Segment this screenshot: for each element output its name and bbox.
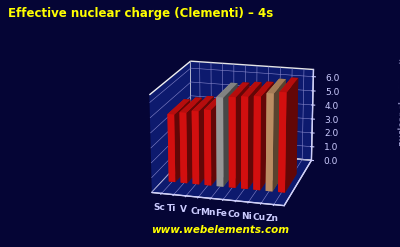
Text: www.webelements.com: www.webelements.com — [151, 225, 289, 235]
Text: Effective nuclear charge (Clementi) – 4s: Effective nuclear charge (Clementi) – 4s — [8, 7, 273, 21]
